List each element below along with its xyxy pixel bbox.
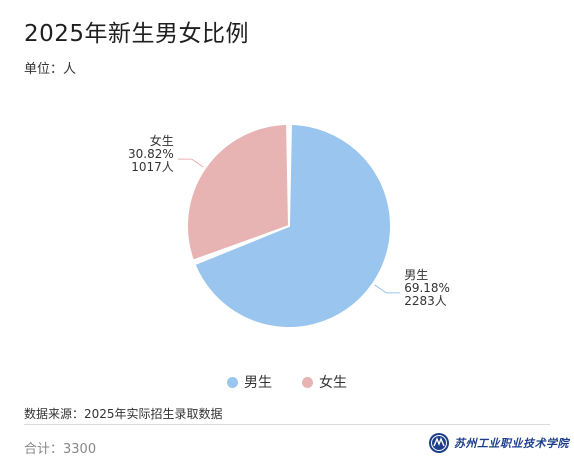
legend-label-female: 女生	[319, 375, 347, 391]
pie-slice-male[interactable]	[193, 123, 392, 329]
pie-slice-female[interactable]	[186, 123, 290, 262]
legend-dot-female	[302, 376, 313, 388]
data-label-male-name: 男生	[404, 268, 428, 282]
legend-dot-male	[227, 376, 238, 388]
data-label-female-count: 1017人	[131, 160, 174, 174]
leader-line-male	[374, 284, 401, 294]
legend-item-male[interactable]: 男生	[227, 372, 272, 392]
chart-title: 2025年新生男女比例	[24, 21, 250, 47]
legend-label-male: 男生	[244, 375, 272, 391]
data-label-male-percent: 69.18%	[404, 281, 450, 295]
school-emblem-icon	[429, 433, 449, 453]
legend-item-female[interactable]: 女生	[302, 372, 347, 392]
unit-label: 单位：人	[24, 62, 77, 77]
data-source: 数据来源：2025年实际招生录取数据	[24, 407, 223, 421]
school-logo-text: 苏州工业职业技术学院	[454, 437, 569, 450]
school-logo: 苏州工业职业技术学院	[428, 432, 569, 454]
total-count: 合计：3300	[24, 442, 97, 457]
data-label-female-percent: 30.82%	[128, 147, 174, 161]
chart-legend: 男生 女生	[0, 372, 574, 392]
divider	[24, 424, 550, 425]
data-label-female-name: 女生	[150, 133, 174, 148]
leader-line-female	[177, 158, 204, 168]
data-label-male-count: 2283人	[404, 294, 447, 308]
